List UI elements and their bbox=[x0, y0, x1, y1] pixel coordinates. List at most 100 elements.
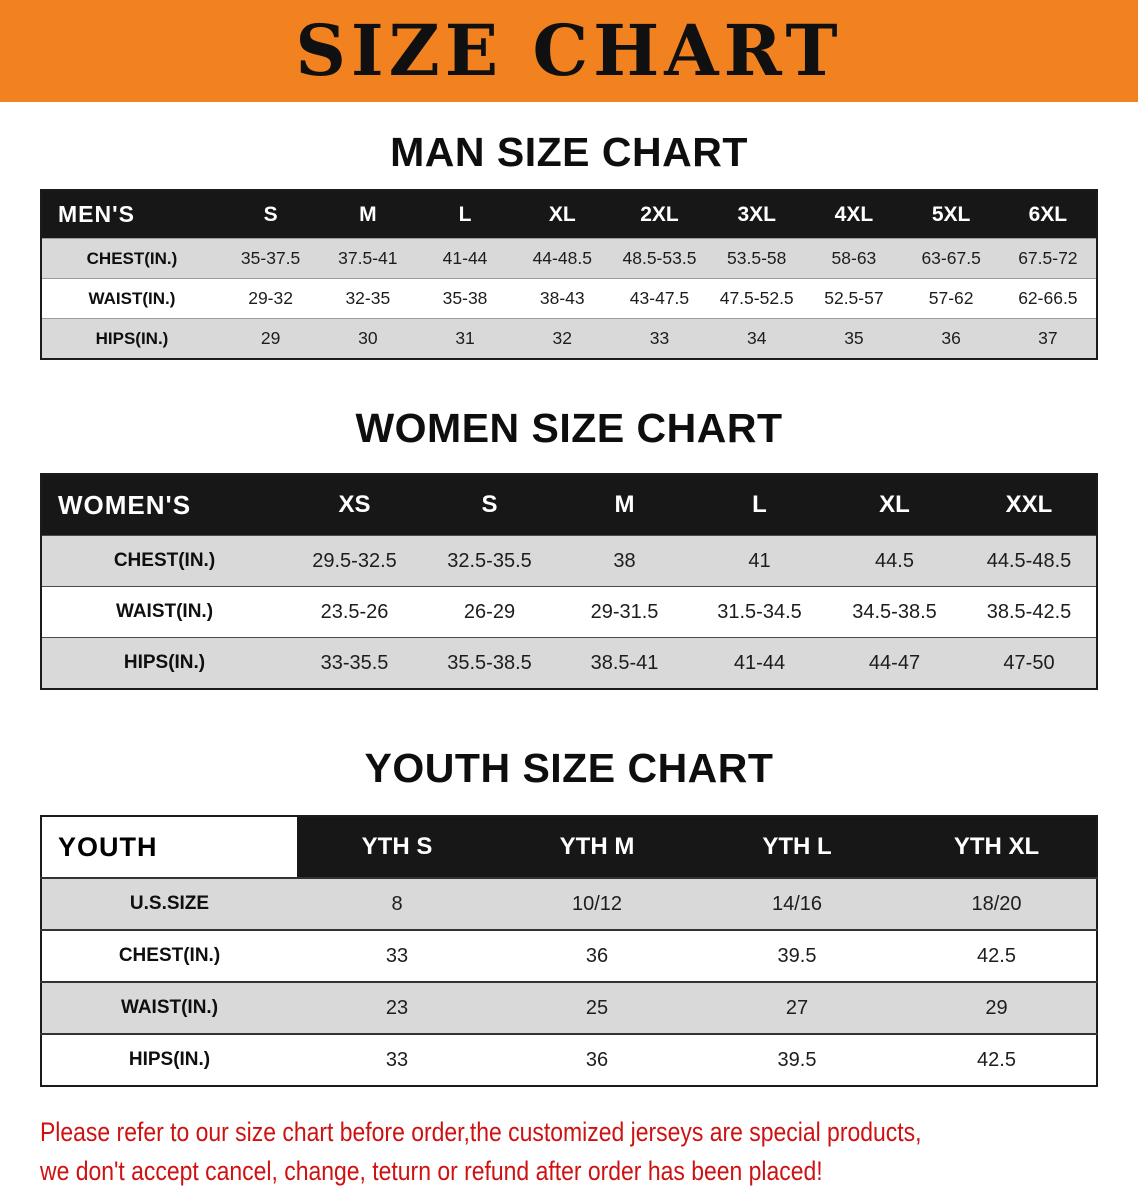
size-value: 39.5 bbox=[697, 929, 897, 983]
size-value: 33-35.5 bbox=[287, 637, 422, 690]
section-youth: YOUTH SIZE CHART YOUTH YTH S YTH M YTH L YTH … bbox=[0, 745, 1138, 1088]
size-value: 57-62 bbox=[902, 278, 1000, 319]
size-value: 27 bbox=[697, 981, 897, 1035]
size-value: 33 bbox=[297, 929, 497, 983]
column-header: XS bbox=[287, 474, 422, 536]
column-header: 4XL bbox=[805, 190, 903, 239]
table-row: CHEST(IN.) 35-37.5 37.5-41 41-44 44-48.5 48.5… bbox=[41, 238, 1097, 279]
heading-youth: YOUTH SIZE CHART bbox=[364, 745, 774, 792]
heading-women: WOMEN SIZE CHART bbox=[355, 405, 783, 452]
column-header: XL bbox=[827, 474, 962, 536]
size-value: 33 bbox=[610, 318, 709, 360]
section-women: WOMEN SIZE CHART WOMEN'S XS S M L XL XXL CHEST(I… bbox=[0, 405, 1138, 691]
size-value: 35-37.5 bbox=[222, 238, 320, 279]
size-value: 34 bbox=[708, 318, 806, 360]
column-header: 3XL bbox=[708, 190, 806, 239]
table-youth: YOUTH YTH S YTH M YTH L YTH XL U.S.SIZE 8 10/12… bbox=[40, 815, 1098, 1088]
size-value: 52.5-57 bbox=[805, 278, 903, 319]
size-value: 26-29 bbox=[422, 586, 557, 638]
page-title: SIZE CHART bbox=[295, 9, 843, 92]
disclaimer: Please refer to our size chart before or… bbox=[0, 1113, 1138, 1191]
table-women: WOMEN'S XS S M L XL XXL CHEST(IN.) 29.5-32.5 32.5… bbox=[40, 473, 1098, 691]
table-row: HIPS(IN.) 33-35.5 35.5-38.5 38.5-41 41-44 44-… bbox=[41, 637, 1097, 690]
size-value: 23 bbox=[297, 981, 497, 1035]
row-label: WAIST(IN.) bbox=[41, 586, 287, 638]
column-header: YTH L bbox=[697, 816, 897, 879]
header-row: YOUTH YTH S YTH M YTH L YTH XL bbox=[41, 816, 1097, 879]
column-header: XXL bbox=[962, 474, 1097, 536]
size-value: 38.5-41 bbox=[557, 637, 692, 690]
table-row: WAIST(IN.) 23 25 27 29 bbox=[41, 981, 1097, 1035]
row-label: U.S.SIZE bbox=[41, 877, 297, 931]
size-value: 33 bbox=[297, 1033, 497, 1087]
size-value: 41-44 bbox=[692, 637, 827, 690]
size-value: 23.5-26 bbox=[287, 586, 422, 638]
table-title-cell: MEN'S bbox=[41, 190, 222, 239]
disclaimer-line-1: Please refer to our size chart before or… bbox=[40, 1117, 922, 1148]
size-value: 37 bbox=[999, 318, 1097, 360]
column-header: YTH XL bbox=[897, 816, 1097, 879]
size-value: 43-47.5 bbox=[610, 278, 709, 319]
header-row: WOMEN'S XS S M L XL XXL bbox=[41, 474, 1097, 536]
size-value: 44.5-48.5 bbox=[962, 535, 1097, 587]
size-value: 36 bbox=[902, 318, 1000, 360]
size-value: 18/20 bbox=[897, 877, 1097, 931]
header-row: MEN'S S M L XL 2XL 3XL 4XL 5XL 6XL bbox=[41, 190, 1097, 239]
table-men: MEN'S S M L XL 2XL 3XL 4XL 5XL 6XL CHEST(IN.) 35-37… bbox=[40, 189, 1098, 361]
table-title-cell: WOMEN'S bbox=[41, 474, 287, 536]
column-header: 2XL bbox=[610, 190, 709, 239]
size-value: 67.5-72 bbox=[999, 238, 1097, 279]
row-label: WAIST(IN.) bbox=[41, 278, 222, 319]
row-label: HIPS(IN.) bbox=[41, 318, 222, 360]
size-value: 29-31.5 bbox=[557, 586, 692, 638]
size-value: 31.5-34.5 bbox=[692, 586, 827, 638]
column-header: YTH M bbox=[497, 816, 697, 879]
size-value: 42.5 bbox=[897, 1033, 1097, 1087]
size-value: 29 bbox=[897, 981, 1097, 1035]
column-header: XL bbox=[513, 190, 611, 239]
row-label: HIPS(IN.) bbox=[41, 1033, 297, 1087]
size-value: 29.5-32.5 bbox=[287, 535, 422, 587]
size-value: 39.5 bbox=[697, 1033, 897, 1087]
size-value: 36 bbox=[497, 929, 697, 983]
size-value: 42.5 bbox=[897, 929, 1097, 983]
column-header: 5XL bbox=[902, 190, 1000, 239]
banner: SIZE CHART bbox=[0, 0, 1138, 102]
table-row: HIPS(IN.) 29 30 31 32 33 34 35 36 37 bbox=[41, 318, 1097, 360]
size-value: 47.5-52.5 bbox=[708, 278, 806, 319]
size-value: 10/12 bbox=[497, 877, 697, 931]
column-header: L bbox=[416, 190, 514, 239]
size-value: 8 bbox=[297, 877, 497, 931]
row-label: HIPS(IN.) bbox=[41, 637, 287, 690]
row-label: CHEST(IN.) bbox=[41, 535, 287, 587]
row-label: WAIST(IN.) bbox=[41, 981, 297, 1035]
table-row: U.S.SIZE 8 10/12 14/16 18/20 bbox=[41, 877, 1097, 931]
size-value: 47-50 bbox=[962, 637, 1097, 690]
size-value: 44-48.5 bbox=[513, 238, 611, 279]
row-label: CHEST(IN.) bbox=[41, 929, 297, 983]
size-value: 48.5-53.5 bbox=[610, 238, 709, 279]
heading-men: MAN SIZE CHART bbox=[390, 129, 748, 175]
column-header: M bbox=[557, 474, 692, 536]
size-value: 35.5-38.5 bbox=[422, 637, 557, 690]
size-value: 63-67.5 bbox=[902, 238, 1000, 279]
size-value: 38-43 bbox=[513, 278, 611, 319]
size-value: 53.5-58 bbox=[708, 238, 806, 279]
size-value: 38 bbox=[557, 535, 692, 587]
column-header: S bbox=[222, 190, 320, 239]
size-value: 30 bbox=[319, 318, 417, 360]
size-value: 32-35 bbox=[319, 278, 417, 319]
column-header: L bbox=[692, 474, 827, 536]
size-value: 44-47 bbox=[827, 637, 962, 690]
size-value: 29 bbox=[222, 318, 320, 360]
column-header: YTH S bbox=[297, 816, 497, 879]
size-value: 58-63 bbox=[805, 238, 903, 279]
size-value: 37.5-41 bbox=[319, 238, 417, 279]
column-header: M bbox=[319, 190, 417, 239]
size-value: 35-38 bbox=[416, 278, 514, 319]
table-row: CHEST(IN.) 33 36 39.5 42.5 bbox=[41, 929, 1097, 983]
table-row: WAIST(IN.) 29-32 32-35 35-38 38-43 43-47.5 47.… bbox=[41, 278, 1097, 319]
size-value: 31 bbox=[416, 318, 514, 360]
size-value: 62-66.5 bbox=[999, 278, 1097, 319]
size-value: 41 bbox=[692, 535, 827, 587]
